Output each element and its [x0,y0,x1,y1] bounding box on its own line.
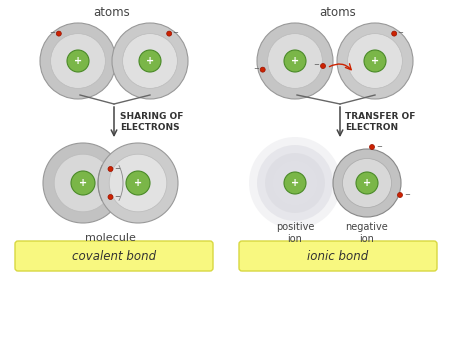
Circle shape [260,67,265,72]
Circle shape [54,154,112,212]
Circle shape [123,34,177,88]
Text: −: − [115,166,121,172]
Text: +: + [291,56,299,66]
Circle shape [265,153,325,213]
Circle shape [126,171,150,195]
Text: negative
ion: negative ion [346,222,388,244]
Text: −: − [172,30,178,35]
Text: −: − [376,144,382,150]
Circle shape [112,23,188,99]
Circle shape [356,172,378,194]
Text: −: − [253,66,259,72]
Circle shape [337,23,413,99]
Circle shape [284,172,306,194]
Circle shape [369,145,374,149]
Circle shape [108,167,113,171]
Text: atoms: atoms [94,5,130,19]
Text: +: + [79,178,87,188]
Circle shape [56,31,61,36]
Text: +: + [134,178,142,188]
Circle shape [43,143,123,223]
Circle shape [98,143,178,223]
FancyBboxPatch shape [15,241,213,271]
Text: ionic bond: ionic bond [307,249,369,263]
Text: −: − [313,62,319,68]
Text: +: + [146,56,154,66]
Circle shape [139,50,161,72]
Circle shape [333,149,401,217]
Circle shape [40,23,116,99]
Circle shape [320,64,325,69]
Circle shape [249,137,341,229]
Circle shape [392,31,397,36]
Circle shape [67,50,89,72]
Text: −: − [49,30,55,35]
Text: SHARING OF
ELECTRONS: SHARING OF ELECTRONS [120,112,184,132]
Text: −: − [404,192,410,198]
Circle shape [257,23,333,99]
Text: +: + [363,178,371,188]
Circle shape [284,50,306,72]
Text: positive
ion: positive ion [276,222,314,244]
Circle shape [166,31,172,36]
Text: −: − [397,30,403,35]
FancyBboxPatch shape [239,241,437,271]
Circle shape [71,171,95,195]
Circle shape [268,34,322,88]
Text: molecule: molecule [85,233,135,243]
Circle shape [397,193,402,197]
Text: −: − [115,194,121,200]
Circle shape [257,145,333,221]
Text: +: + [291,178,299,188]
Text: covalent bond: covalent bond [72,249,156,263]
Circle shape [51,34,105,88]
Circle shape [273,161,317,205]
Circle shape [364,50,386,72]
Circle shape [108,194,113,199]
Text: TRANSFER OF
ELECTRON: TRANSFER OF ELECTRON [345,112,415,132]
Text: +: + [371,56,379,66]
Text: +: + [74,56,82,66]
Circle shape [342,159,392,208]
Circle shape [109,154,167,212]
Text: atoms: atoms [320,5,356,19]
Circle shape [348,34,402,88]
